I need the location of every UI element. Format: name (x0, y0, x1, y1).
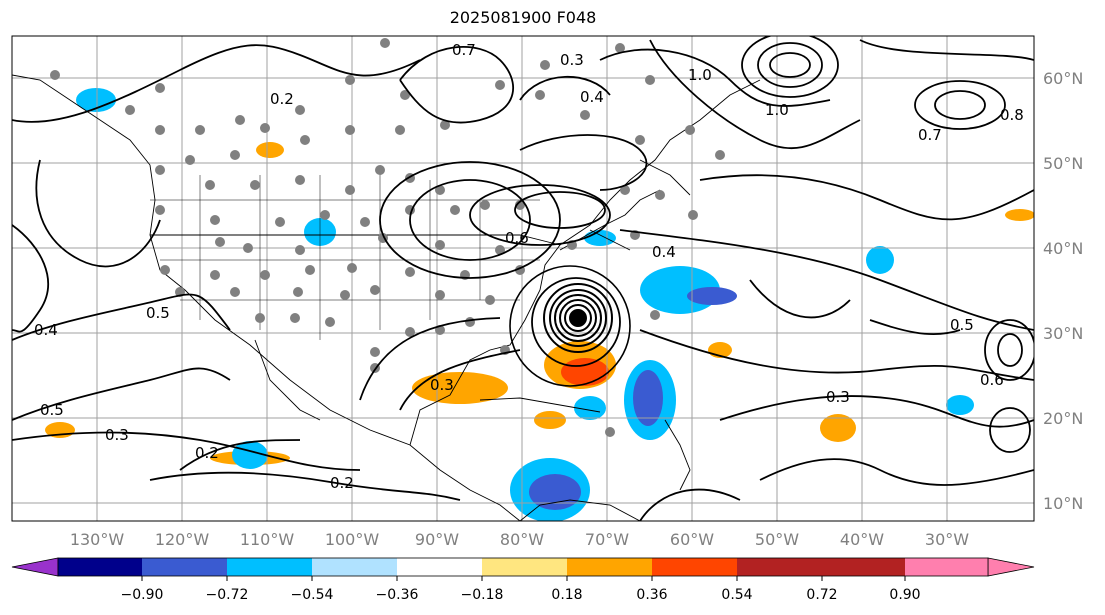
contour-label: 0.6 (505, 229, 529, 247)
lon-label: 110°W (240, 530, 295, 549)
lon-label: 40°W (840, 530, 884, 549)
colorbar-extend-high (987, 557, 1035, 577)
contour-label: 0.3 (430, 376, 454, 394)
colorbar-extend-low (11, 557, 59, 577)
contour-label: 0.4 (652, 243, 676, 261)
contour-label: 0.3 (105, 426, 129, 444)
contour-label: 0.8 (1000, 106, 1024, 124)
colorbar-bin (822, 558, 905, 576)
contour-label: 0.7 (452, 41, 476, 59)
colorbar: −0.90 −0.72 −0.54 −0.36 −0.18 0.18 0.36 … (11, 557, 1035, 603)
colorbar-bin (142, 558, 227, 576)
lon-label: 130°W (70, 530, 125, 549)
colorbar-bin (227, 558, 312, 576)
colorbar-tick-label: 0.72 (806, 587, 837, 603)
colorbar-bin (737, 558, 822, 576)
colorbar-tick-label: 0.90 (889, 587, 920, 603)
colorbar-bin (312, 558, 397, 576)
colorbar-tick-label: −0.36 (376, 587, 419, 603)
colorbar-tick-label: −0.90 (121, 587, 164, 603)
colorbar-tick-label: −0.18 (461, 587, 504, 603)
colorbar-tick-label: 0.18 (551, 587, 582, 603)
contour-label: 0.4 (580, 88, 604, 106)
anomaly-shading (45, 88, 1034, 521)
colorbar-tick-label: 0.54 (721, 587, 752, 603)
lon-label: 120°W (155, 530, 210, 549)
contour-label: 1.0 (765, 101, 789, 119)
colorbar-bin (905, 558, 988, 576)
lat-label: 40°N (1043, 239, 1083, 258)
contour-label: 1.0 (688, 66, 712, 84)
contour-lines (12, 36, 1034, 521)
contour-label: 0.7 (918, 126, 942, 144)
map-frame (11, 35, 1035, 522)
lat-label: 60°N (1043, 69, 1083, 88)
cyclone-center (570, 310, 586, 326)
colorbar-tick-label: 0.36 (636, 587, 667, 603)
map-title: 2025081900 F048 (449, 8, 597, 27)
colorbar-bin (482, 558, 567, 576)
map-panel (12, 36, 1034, 521)
lon-label: 100°W (325, 530, 380, 549)
lat-label: 30°N (1043, 324, 1083, 343)
latitude-axis: 60°N 50°N 40°N 30°N 20°N 10°N (1043, 69, 1083, 513)
contour-label-group: 0.7 0.3 1.0 0.6 0.5 0.2 0.4 0.3 1.0 0.8 … (34, 41, 1024, 492)
contour-label: 0.6 (980, 371, 1004, 389)
lat-label: 50°N (1043, 154, 1083, 173)
contour-label: 0.2 (330, 474, 354, 492)
contour-label: 0.5 (146, 304, 170, 322)
lon-label: 80°W (500, 530, 544, 549)
lat-label: 10°N (1043, 494, 1083, 513)
contour-label: 0.5 (40, 401, 64, 419)
colorbar-bin (397, 558, 482, 576)
lon-label: 60°W (670, 530, 714, 549)
colorbar-bin (58, 558, 142, 576)
contour-label: 0.2 (270, 90, 294, 108)
lon-label: 90°W (415, 530, 459, 549)
longitude-axis: 130°W 120°W 110°W 100°W 90°W 80°W 70°W 6… (70, 530, 969, 549)
contour-label: 0.2 (195, 444, 219, 462)
contour-label: 0.3 (560, 51, 584, 69)
contour-label: 0.4 (34, 321, 58, 339)
contour-label: 0.5 (950, 316, 974, 334)
lon-label: 50°W (755, 530, 799, 549)
colorbar-tick-label: −0.54 (291, 587, 334, 603)
colorbar-bin (652, 558, 737, 576)
contour-label: 0.3 (826, 388, 850, 406)
colorbar-tick-label: −0.72 (206, 587, 249, 603)
graticule (12, 36, 1034, 521)
colorbar-bin (567, 558, 652, 576)
lat-label: 20°N (1043, 409, 1083, 428)
lon-label: 70°W (585, 530, 629, 549)
lon-label: 30°W (925, 530, 969, 549)
